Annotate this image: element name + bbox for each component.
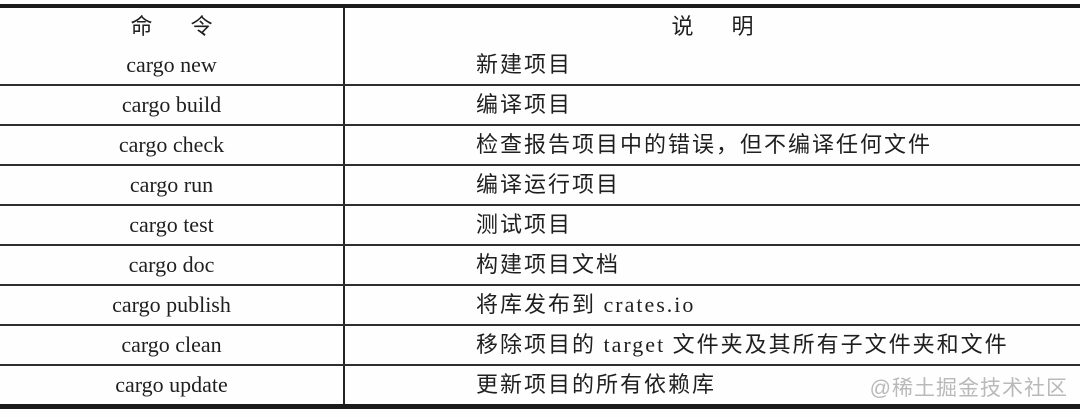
description-cell: 测试项目 (476, 212, 573, 237)
description-cell: 构建项目文档 (476, 252, 621, 277)
description-cell: 检查报告项目中的错误，但不编译任何文件 (476, 132, 933, 157)
cargo-commands-table: 命 令 说 明 cargo new 新建项目 cargo build 编译项目 … (0, 4, 1080, 409)
description-cell: 新建项目 (476, 52, 573, 77)
table-header-row: 命 令 说 明 (0, 8, 1080, 46)
description-cell: 编译运行项目 (476, 172, 621, 197)
table-row: cargo clean 移除项目的 target 文件夹及其所有子文件夹和文件 (0, 324, 1080, 364)
command-cell: cargo update (0, 366, 345, 404)
command-cell: cargo publish (0, 286, 345, 324)
command-cell: cargo clean (0, 326, 345, 364)
table-row: cargo new 新建项目 (0, 46, 1080, 84)
table-row: cargo run 编译运行项目 (0, 164, 1080, 204)
description-cell: 更新项目的所有依赖库 (476, 372, 717, 397)
column-header-description: 说 明 (671, 14, 762, 39)
description-cell: 将库发布到 crates.io (476, 292, 696, 317)
command-cell: cargo check (0, 126, 345, 164)
table-row: cargo publish 将库发布到 crates.io (0, 284, 1080, 324)
table-row: cargo build 编译项目 (0, 84, 1080, 124)
command-cell: cargo run (0, 166, 345, 204)
table-body: cargo new 新建项目 cargo build 编译项目 cargo ch… (0, 46, 1080, 404)
description-cell: 编译项目 (476, 92, 573, 117)
description-cell: 移除项目的 target 文件夹及其所有子文件夹和文件 (476, 332, 1009, 357)
table-row: cargo test 测试项目 (0, 204, 1080, 244)
command-cell: cargo build (0, 86, 345, 124)
column-header-command: 命 令 (0, 8, 345, 46)
command-cell: cargo test (0, 206, 345, 244)
juejin-watermark: @稀土掘金技术社区 (869, 377, 1068, 400)
command-cell: cargo doc (0, 246, 345, 284)
table-row: cargo doc 构建项目文档 (0, 244, 1080, 284)
table-row: cargo update 更新项目的所有依赖库 (0, 364, 1080, 404)
table-row: cargo check 检查报告项目中的错误，但不编译任何文件 (0, 124, 1080, 164)
command-cell: cargo new (0, 46, 345, 84)
